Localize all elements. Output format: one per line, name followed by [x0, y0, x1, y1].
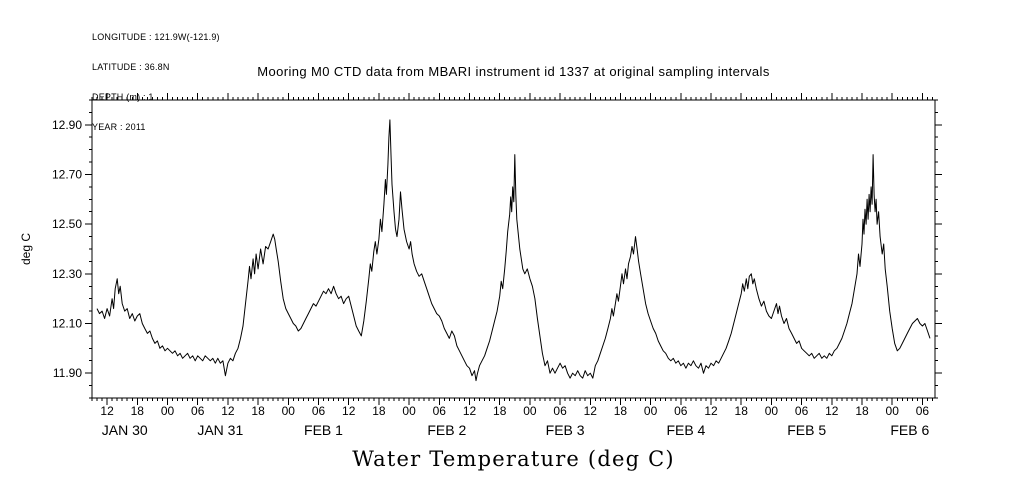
metadata-depth: DEPTH (m) : 1 [92, 92, 154, 102]
svg-text:12: 12 [825, 404, 839, 418]
svg-text:12: 12 [100, 404, 114, 418]
svg-text:06: 06 [674, 404, 688, 418]
metadata-latitude: LATITUDE : 36.8N [92, 62, 170, 72]
svg-text:FEB 4: FEB 4 [666, 422, 705, 438]
svg-text:12.70: 12.70 [52, 168, 82, 182]
svg-text:FEB 3: FEB 3 [546, 422, 585, 438]
svg-text:00: 00 [644, 404, 658, 418]
svg-text:12: 12 [342, 404, 356, 418]
svg-text:18: 18 [372, 404, 386, 418]
axis-labels: 12 18 00 06 12 18 00 06 12 18 00 06 12 18 00 06 12 18 00 06… [19, 118, 929, 438]
svg-text:06: 06 [553, 404, 567, 418]
svg-text:FEB 2: FEB 2 [427, 422, 466, 438]
axis-ticks [85, 93, 942, 405]
svg-text:00: 00 [161, 404, 175, 418]
svg-text:06: 06 [312, 404, 326, 418]
svg-text:18: 18 [735, 404, 749, 418]
metadata-longitude: LONGITUDE : 121.9W(-121.9) [92, 32, 220, 42]
svg-text:06: 06 [916, 404, 930, 418]
svg-text:12.50: 12.50 [52, 217, 82, 231]
svg-text:12.10: 12.10 [52, 317, 82, 331]
svg-text:12.30: 12.30 [52, 267, 82, 281]
svg-text:JAN 30: JAN 30 [102, 422, 148, 438]
svg-text:12: 12 [584, 404, 598, 418]
svg-text:00: 00 [523, 404, 537, 418]
svg-text:12: 12 [704, 404, 718, 418]
svg-text:12: 12 [463, 404, 477, 418]
svg-text:06: 06 [433, 404, 447, 418]
svg-text:FEB 6: FEB 6 [890, 422, 929, 438]
metadata-block: LONGITUDE : 121.9W(-121.9) LATITUDE : 36… [92, 12, 220, 152]
svg-text:00: 00 [886, 404, 900, 418]
svg-text:00: 00 [282, 404, 296, 418]
metadata-year: YEAR : 2011 [92, 122, 146, 132]
svg-text:18: 18 [251, 404, 265, 418]
svg-text:12: 12 [221, 404, 235, 418]
svg-text:18: 18 [855, 404, 869, 418]
plot-frame [91, 99, 936, 399]
svg-text:11.90: 11.90 [53, 366, 82, 380]
y-axis-title: deg C [19, 233, 33, 265]
svg-text:06: 06 [191, 404, 205, 418]
svg-text:06: 06 [795, 404, 809, 418]
svg-text:FEB 5: FEB 5 [787, 422, 826, 438]
svg-text:18: 18 [493, 404, 507, 418]
svg-text:00: 00 [765, 404, 779, 418]
svg-text:FEB 1: FEB 1 [304, 422, 343, 438]
svg-text:18: 18 [614, 404, 628, 418]
svg-text:JAN 31: JAN 31 [197, 422, 243, 438]
x-axis-title: Water Temperature (deg C) [352, 447, 675, 471]
svg-text:18: 18 [131, 404, 145, 418]
svg-text:00: 00 [402, 404, 416, 418]
temperature-line [96, 119, 931, 382]
svg-text:12.90: 12.90 [52, 118, 82, 132]
chart-title: Mooring M0 CTD data from MBARI instrumen… [257, 64, 770, 79]
